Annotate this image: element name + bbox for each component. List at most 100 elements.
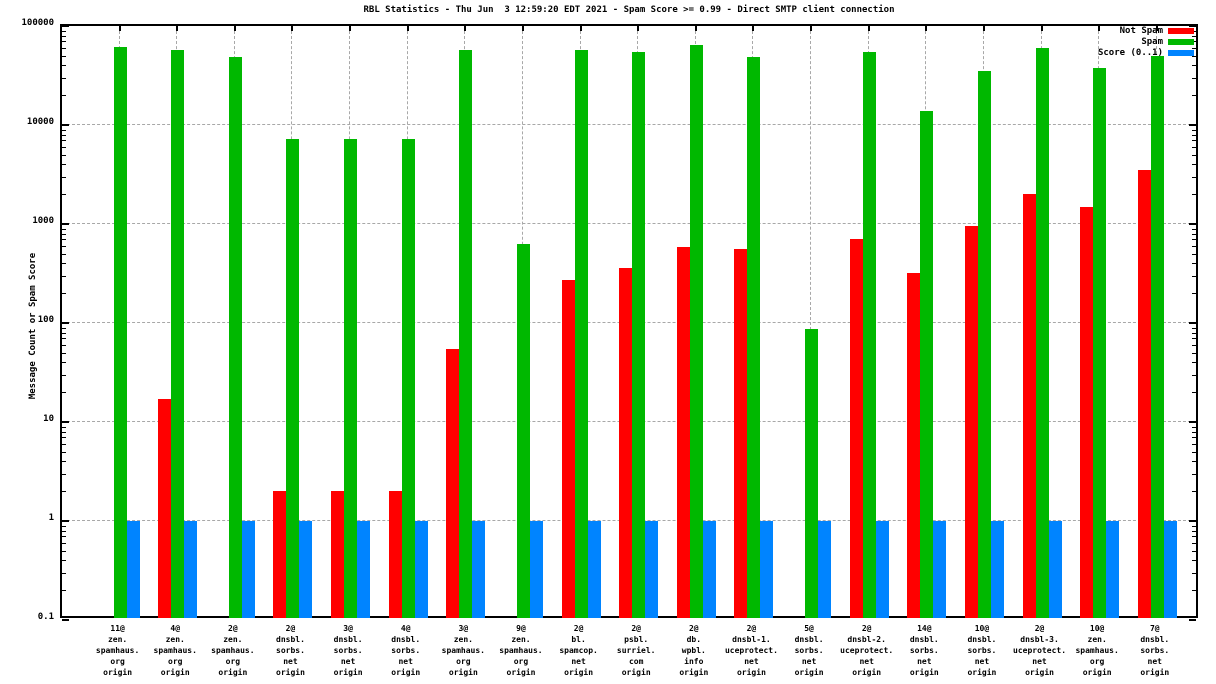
x-category-label-line: 2@	[1034, 624, 1045, 633]
chart-title: RBL Statistics - Thu Jun 3 12:59:20 EDT …	[363, 5, 895, 15]
bar-not-spam	[158, 399, 172, 618]
x-category-label: 2@ db. wpbl. info origin	[660, 623, 728, 678]
x-category-label-line: 4@	[400, 624, 411, 633]
bar-score	[299, 521, 313, 618]
bar-spam	[689, 45, 703, 618]
x-category-label-line: 10@	[974, 624, 990, 633]
x-tick	[1098, 26, 1101, 31]
y-minor-tick	[62, 344, 66, 346]
y-minor-tick	[1192, 338, 1196, 340]
y-major-tick	[1189, 124, 1196, 126]
y-minor-tick	[1192, 275, 1196, 277]
bar-score	[587, 521, 601, 618]
bar-score	[357, 521, 371, 618]
y-minor-tick	[1192, 77, 1196, 79]
y-minor-tick	[62, 327, 66, 329]
x-category-label: 9@ zen. spamhaus. org origin	[487, 623, 555, 678]
x-category-label-line: origin	[391, 668, 421, 677]
x-category-label-line: sorbs.	[967, 646, 997, 655]
y-minor-tick	[62, 95, 66, 97]
x-category-label-line: sorbs.	[1140, 646, 1170, 655]
x-category-label: 2@ zen. spamhaus. org origin	[199, 623, 267, 678]
bar-not-spam	[907, 272, 921, 618]
bar-not-spam	[619, 267, 633, 618]
y-minor-tick	[62, 140, 66, 142]
x-category-label-line: origin	[218, 668, 248, 677]
x-category-label-line: origin	[333, 668, 363, 677]
y-major-tick	[1189, 520, 1196, 522]
x-category-label: 4@ zen. spamhaus. org origin	[141, 623, 209, 678]
x-category-label-line: org	[1089, 657, 1105, 666]
y-minor-tick	[1192, 228, 1196, 230]
y-minor-tick	[62, 129, 66, 131]
x-category-label-line: origin	[1140, 668, 1170, 677]
x-tick	[925, 26, 928, 31]
y-minor-tick	[1192, 473, 1196, 475]
x-category-label-line: zen.	[1087, 635, 1107, 644]
y-minor-tick	[62, 426, 66, 428]
v-gridline	[810, 26, 812, 616]
bar-spam	[805, 328, 819, 618]
x-category-label-line: org	[513, 657, 529, 666]
bar-not-spam	[676, 246, 690, 618]
y-minor-tick	[62, 275, 66, 277]
x-category-label-line: sorbs.	[333, 646, 363, 655]
bar-score	[990, 521, 1004, 618]
h-gridline	[62, 124, 1196, 125]
bar-score	[760, 521, 774, 618]
y-minor-tick	[1192, 437, 1196, 439]
y-minor-tick	[62, 176, 66, 178]
x-category-label: 2@ dnsbl-1. uceprotect. net origin	[717, 623, 785, 678]
bar-not-spam	[273, 491, 287, 618]
x-tick	[637, 26, 640, 31]
bar-not-spam	[331, 491, 345, 618]
x-category-label-line: 2@	[573, 624, 584, 633]
x-category-label-line: dnsbl-2.	[847, 635, 886, 644]
bar-not-spam	[388, 491, 402, 618]
x-tick	[867, 26, 870, 31]
legend-row: Not Spam	[1098, 26, 1194, 36]
y-minor-tick	[62, 374, 66, 376]
x-category-label: 2@ psbl. surriel. com origin	[602, 623, 670, 678]
x-category-label-line: origin	[564, 668, 594, 677]
y-minor-tick	[62, 352, 66, 354]
x-category-label: 3@ dnsbl. sorbs. net origin	[314, 623, 382, 678]
bar-spam	[113, 46, 127, 618]
x-category-label-line: origin	[736, 668, 766, 677]
y-tick-label: 100000	[21, 18, 54, 28]
x-category-label-line: org	[168, 657, 183, 666]
y-minor-tick	[1192, 55, 1196, 57]
x-category-label: 10@ zen. spamhaus. org origin	[1063, 623, 1131, 678]
y-major-tick	[62, 520, 69, 522]
x-tick	[233, 26, 236, 31]
y-minor-tick	[1192, 530, 1196, 532]
y-minor-tick	[1192, 362, 1196, 364]
x-category-label-line: origin	[852, 668, 882, 677]
legend: Not Spam Spam Score (0..1)	[1098, 26, 1194, 59]
x-category-label-line: net	[283, 657, 298, 666]
bar-not-spam	[1080, 206, 1094, 618]
y-minor-tick	[1192, 233, 1196, 235]
x-category-label-line: dnsbl.	[333, 635, 363, 644]
x-category-label-line: dnsbl.	[909, 635, 939, 644]
x-category-label-line: origin	[276, 668, 305, 677]
bar-score	[241, 521, 255, 618]
bar-spam	[344, 138, 358, 618]
y-minor-tick	[1192, 129, 1196, 131]
y-minor-tick	[1192, 41, 1196, 43]
bar-score	[875, 521, 889, 618]
bar-spam	[1093, 67, 1107, 618]
x-tick	[1155, 26, 1158, 31]
x-category-label-line: net	[1147, 657, 1162, 666]
x-category-label-line: spamhaus.	[1075, 646, 1119, 655]
y-minor-tick	[62, 263, 66, 265]
x-tick	[694, 26, 697, 31]
legend-row: Score (0..1)	[1098, 48, 1194, 58]
bar-not-spam	[446, 348, 460, 618]
y-minor-tick	[1192, 550, 1196, 552]
bar-score	[472, 521, 486, 618]
bar-spam	[632, 51, 646, 618]
legend-row: Spam	[1098, 37, 1194, 47]
y-minor-tick	[1192, 426, 1196, 428]
x-category-label-line: origin	[160, 668, 190, 677]
